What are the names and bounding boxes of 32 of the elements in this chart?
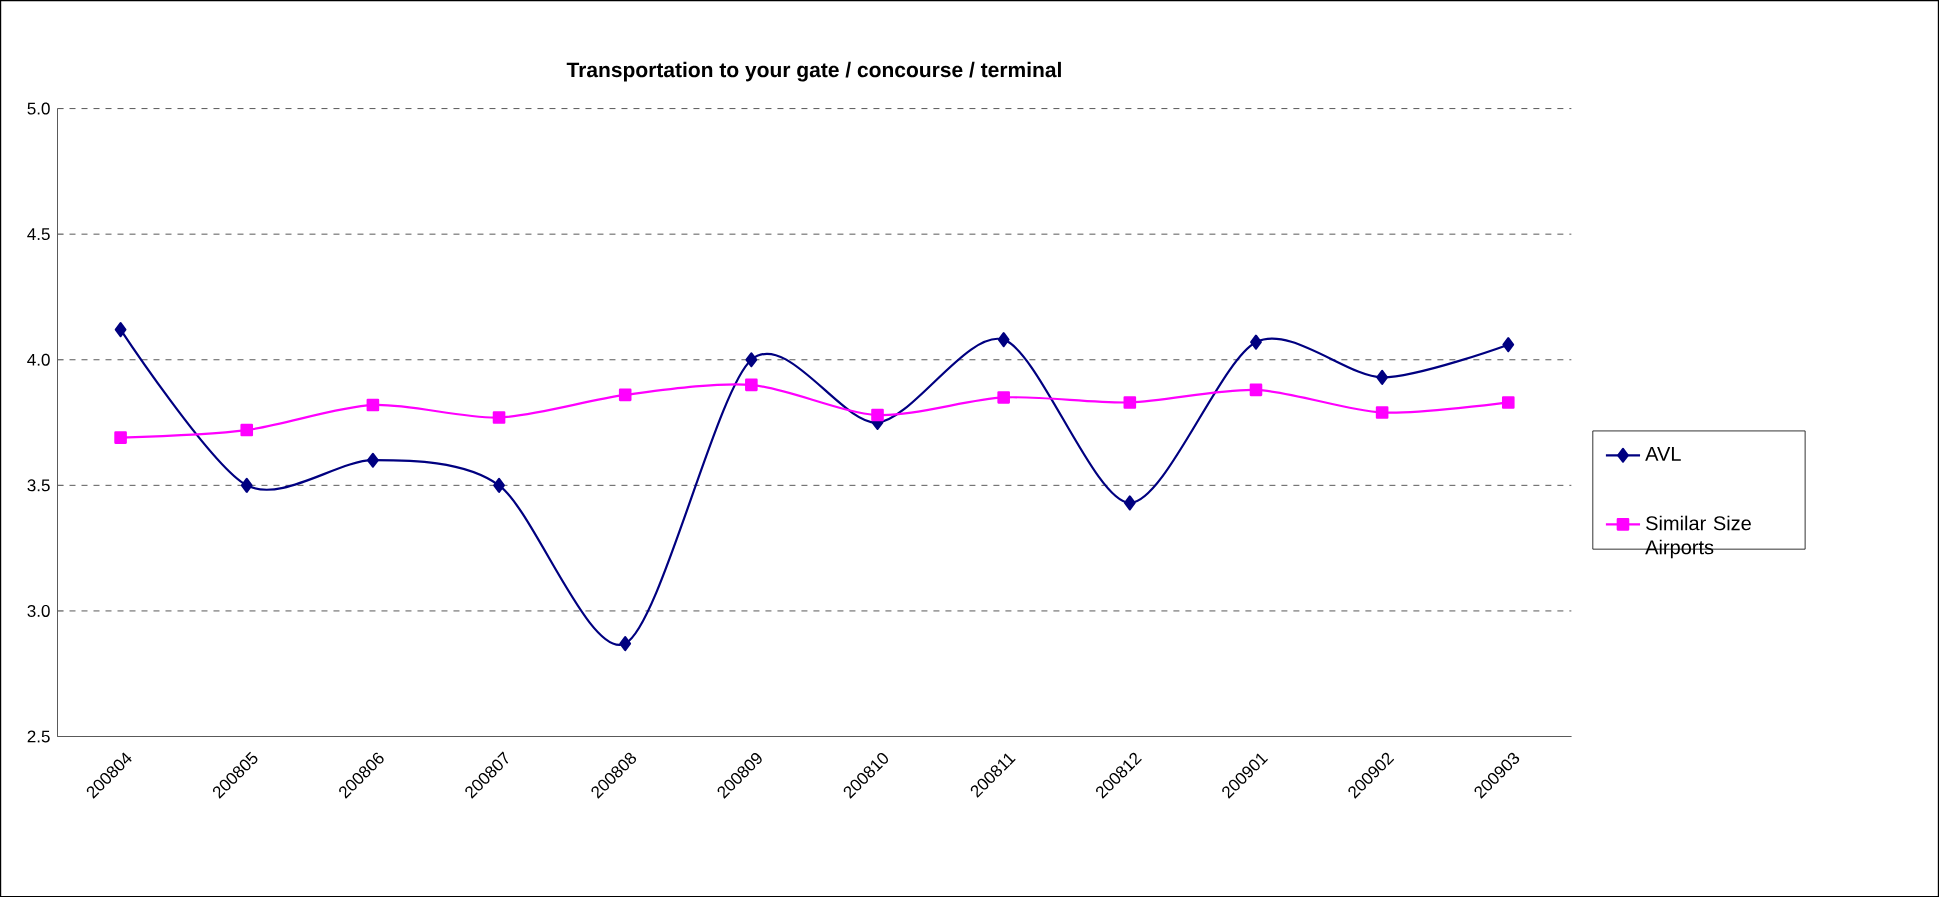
point <box>366 398 380 412</box>
point <box>1123 495 1136 511</box>
y-tick-label: 4.0 <box>27 353 50 366</box>
y-tick-label: 4.5 <box>27 228 50 241</box>
point <box>1501 396 1515 409</box>
y-tick-label: 3.0 <box>27 604 50 617</box>
point <box>1249 383 1263 397</box>
point <box>745 352 758 368</box>
legend-label: Similar Size Airports <box>1645 515 1751 559</box>
legend-label: AVL <box>1645 446 1681 461</box>
point <box>114 431 127 444</box>
point <box>997 332 1010 348</box>
point <box>871 408 884 422</box>
point <box>1502 337 1515 353</box>
point <box>114 322 127 338</box>
point <box>240 423 254 437</box>
point <box>240 477 253 493</box>
point <box>1375 406 1389 419</box>
y-tick-label: 5.0 <box>27 102 50 115</box>
point <box>492 411 506 424</box>
point <box>997 391 1010 404</box>
point <box>493 477 505 493</box>
point <box>1376 369 1389 385</box>
chart-title: Transportation to your gate / concourse / terminal <box>566 61 1061 82</box>
point <box>619 636 632 652</box>
point <box>618 388 632 402</box>
point <box>1250 334 1262 350</box>
y-tick-label: 3.5 <box>27 479 50 492</box>
point <box>745 378 758 392</box>
y-tick-label: 2.5 <box>27 730 50 743</box>
point <box>367 452 379 468</box>
point <box>1123 396 1137 409</box>
